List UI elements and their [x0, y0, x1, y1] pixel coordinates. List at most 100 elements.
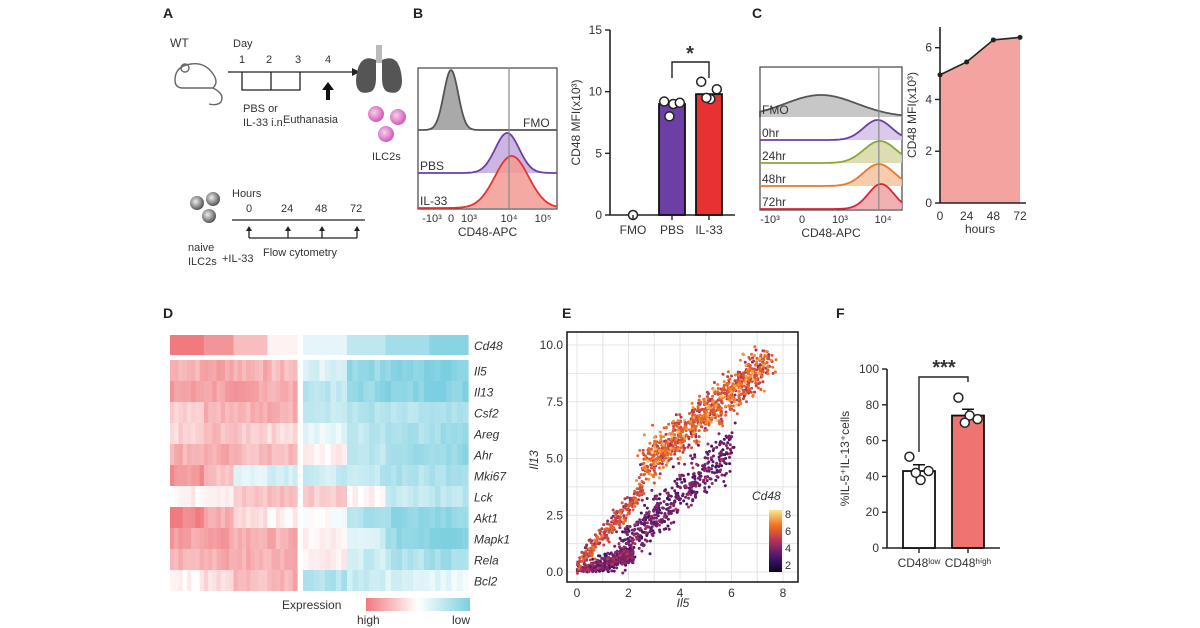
heatmap-cell: [220, 444, 226, 465]
scatter-point: [687, 412, 691, 416]
histogram-curve-PBS: [418, 132, 557, 174]
scatter-point: [638, 482, 641, 486]
heatmap-cell: [250, 465, 256, 486]
heatmap-cell: [182, 528, 188, 549]
heatmap-cell: [314, 486, 321, 507]
scatter-point: [696, 476, 700, 480]
heatmap-cell: [396, 570, 403, 591]
scatter-point: [721, 394, 725, 398]
heatmap-cell: [195, 381, 201, 402]
heatmap-cell: [385, 381, 392, 402]
heatmap-cell: [263, 444, 268, 465]
heatmap-cell: [369, 360, 376, 381]
scatter-point: [726, 446, 729, 450]
heatmap-cell: [325, 381, 332, 402]
heatmap-cell: [308, 507, 315, 528]
x-axis-label: CD48-APC: [458, 225, 518, 239]
panel-label-a: A: [163, 5, 173, 21]
scatter-point: [625, 525, 629, 529]
heatmap-cell: [374, 444, 381, 465]
scatter-point: [636, 493, 639, 497]
y-axis-label: Il13: [527, 450, 541, 470]
scatter-point: [611, 519, 615, 523]
heatmap-cell: [271, 528, 277, 549]
heatmap-cell: [292, 423, 298, 444]
scatter-point: [625, 513, 629, 517]
heatmap-cell: [429, 360, 436, 381]
x-tick-label: -10³: [760, 214, 780, 226]
scatter-point: [625, 549, 629, 553]
gene-label-Lck: Lck: [474, 491, 494, 505]
heatmap-cell: [284, 465, 290, 486]
scatter-point: [638, 518, 642, 522]
heatmap-cell: [402, 423, 409, 444]
heatmap-cell: [341, 465, 348, 486]
heatmap-cell: [258, 507, 264, 528]
heatmap-cell: [288, 444, 294, 465]
scatter-point: [694, 424, 698, 428]
heatmap-cell: [402, 528, 409, 549]
heatmap-cell: [241, 335, 247, 355]
scatter-point: [669, 521, 673, 525]
heatmap-cell: [325, 507, 332, 528]
heatmap-cell: [440, 360, 447, 381]
scatter-point: [657, 497, 661, 501]
scatter-point: [582, 557, 586, 561]
scatter-point: [674, 443, 678, 447]
scatter-point: [736, 383, 740, 387]
heatmap-cell: [178, 360, 184, 381]
x-tick-label: CD48ʰⁱᵍʰ: [945, 556, 992, 570]
scatter-point: [622, 520, 625, 524]
hour-tick-72: 72: [350, 203, 362, 215]
heatmap-cell: [418, 423, 425, 444]
gene-label-Csf2: Csf2: [474, 407, 499, 421]
scatter-point: [658, 523, 661, 527]
scatter-point: [676, 428, 680, 432]
scatter-point: [659, 434, 663, 438]
scatter-point: [673, 439, 677, 443]
heatmap-cell: [237, 335, 243, 355]
scatter-point: [693, 439, 696, 443]
scatter-point: [689, 503, 693, 507]
scatter-point: [737, 373, 741, 377]
heatmap-cell: [319, 507, 326, 528]
scatter-point: [663, 455, 667, 459]
heatmap-cell: [363, 465, 370, 486]
scatter-point: [618, 511, 622, 514]
heatmap-cell: [457, 335, 464, 355]
heatmap-cell: [413, 549, 420, 570]
heatmap-cell: [284, 570, 290, 591]
heatmap-cell: [182, 486, 188, 507]
heatmap-cell: [418, 570, 425, 591]
heatmap-cell: [170, 528, 175, 549]
heatmap-cell: [208, 402, 213, 423]
scatter-point: [703, 469, 707, 473]
panel-label-f: F: [836, 305, 845, 321]
scatter-point: [606, 519, 610, 523]
scatter-point: [668, 452, 672, 456]
scatter-point: [630, 556, 634, 560]
scatter-point: [716, 390, 720, 394]
heatmap-cell: [429, 528, 436, 549]
scatter-point: [625, 532, 629, 536]
scatter-point: [728, 377, 732, 381]
x-tick-label: CD48ˡᵒʷ: [898, 556, 941, 570]
gene-label-Mki67: Mki67: [474, 470, 507, 484]
histogram-curve-IL-33: [418, 155, 558, 209]
scatter-point: [742, 384, 746, 388]
scatter-point: [587, 552, 591, 556]
scatter-point: [617, 558, 621, 562]
heatmap-cell: [380, 423, 387, 444]
heatmap-cell: [451, 570, 458, 591]
scatter-point: [693, 477, 697, 481]
scatter-point: [620, 551, 624, 555]
heatmap-cell: [275, 549, 281, 570]
scatter-point: [648, 518, 651, 522]
scatter-point: [742, 389, 746, 393]
scatter-point: [714, 440, 718, 444]
scatter-point: [637, 498, 640, 502]
scatter-point: [738, 398, 742, 402]
scatter-point: [658, 466, 662, 470]
heatmap-cell: [391, 335, 398, 355]
scatter-point: [666, 517, 670, 521]
